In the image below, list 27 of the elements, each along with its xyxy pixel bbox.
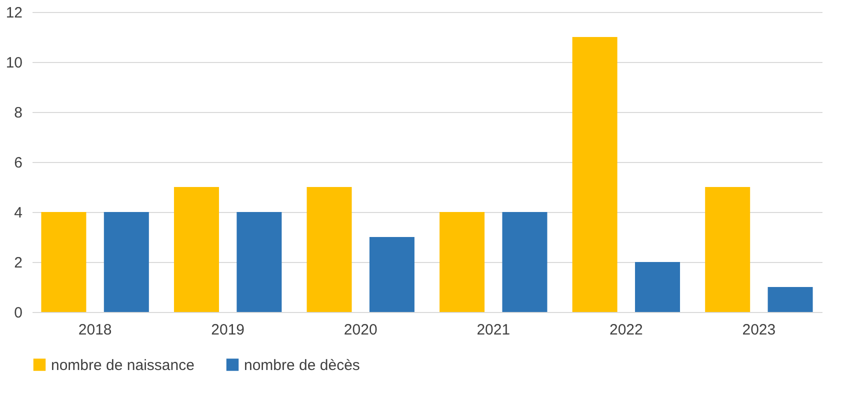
x-tick-label: 2022	[609, 322, 643, 338]
bar	[768, 287, 813, 312]
y-tick-label: 8	[14, 104, 22, 122]
x-tick-label: 2018	[78, 322, 112, 338]
y-tick-label: 4	[14, 204, 22, 222]
y-tick-label: 2	[14, 254, 22, 272]
y-tick-label: 10	[6, 54, 22, 72]
y-tick-label: 0	[14, 304, 22, 322]
y-tick-label: 6	[14, 154, 22, 172]
bar	[306, 187, 352, 312]
bar	[104, 212, 149, 312]
legend-label: nombre de dècès	[244, 356, 360, 374]
bar	[174, 187, 219, 312]
x-tick-label: 2021	[476, 322, 510, 338]
bar	[705, 187, 750, 312]
bar	[369, 237, 414, 312]
x-tick-label: 2020	[344, 322, 378, 338]
y-tick-label: 12	[6, 4, 22, 22]
bar	[41, 212, 86, 312]
bar	[635, 262, 680, 312]
x-tick-label: 2019	[211, 322, 245, 338]
x-tick-label: 2023	[742, 322, 776, 338]
bar	[572, 37, 618, 312]
bar	[236, 212, 282, 312]
bar	[440, 212, 485, 312]
bar	[502, 212, 548, 312]
legend-label: nombre de naissance	[51, 356, 194, 374]
